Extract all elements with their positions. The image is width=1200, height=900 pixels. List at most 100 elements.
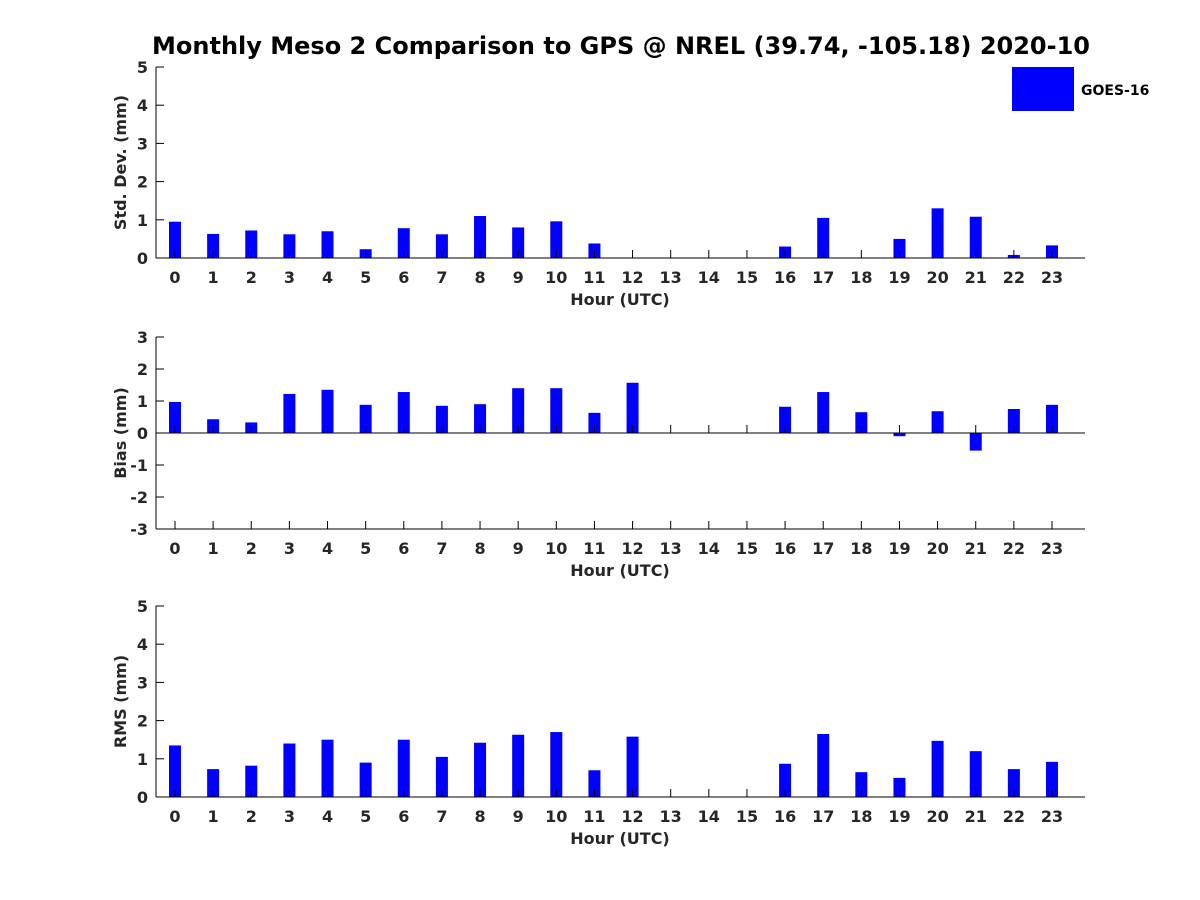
bar-hour-4 [321, 389, 334, 433]
x-tick-label: 13 [660, 539, 682, 558]
bar-hour-9 [512, 734, 525, 797]
x-tick-label: 23 [1041, 268, 1063, 287]
bar-hour-10 [550, 732, 563, 797]
x-tick-label: 23 [1041, 807, 1063, 826]
y-tick-label: 4 [137, 96, 148, 115]
x-tick-label: 7 [436, 268, 447, 287]
y-tick-label: 0 [137, 424, 148, 443]
bar-hour-21 [969, 751, 982, 797]
x-tick-label: 2 [246, 539, 257, 558]
x-tick-label: 16 [774, 268, 796, 287]
bar-hour-17 [817, 217, 830, 258]
bar-hour-16 [779, 406, 792, 433]
bar-hour-8 [474, 742, 487, 797]
x-tick-label: 5 [360, 268, 371, 287]
x-tick-label: 10 [545, 268, 567, 287]
bar-hour-2 [245, 765, 258, 797]
bar-hour-7 [435, 234, 448, 258]
y-tick-label: -3 [130, 520, 148, 539]
legend: GOES-16 [1012, 67, 1149, 111]
y-tick-label: 2 [137, 360, 148, 379]
x-tick-label: 16 [774, 807, 796, 826]
x-tick-label: 11 [583, 539, 605, 558]
x-tick-label: 21 [965, 539, 987, 558]
bar-hour-5 [359, 762, 372, 797]
bar-hour-11 [588, 770, 601, 797]
bar-hour-8 [474, 215, 487, 258]
x-axis-label: Hour (UTC) [570, 561, 670, 580]
bar-hour-0 [169, 745, 181, 797]
x-tick-label: 22 [1003, 539, 1025, 558]
bar-hour-9 [512, 388, 525, 433]
bar-hour-0 [169, 401, 181, 433]
bar-hour-20 [931, 740, 944, 797]
x-tick-label: 17 [812, 539, 834, 558]
x-tick-label: 18 [850, 807, 872, 826]
x-tick-label: 3 [284, 539, 295, 558]
y-tick-label: 0 [137, 788, 148, 807]
x-tick-label: 20 [926, 807, 948, 826]
x-tick-label: 22 [1003, 268, 1025, 287]
x-tick-label: 9 [513, 807, 524, 826]
x-tick-label: 6 [398, 539, 409, 558]
y-tick-label: 3 [137, 134, 148, 153]
bar-hour-10 [550, 221, 563, 258]
y-tick-label: 1 [137, 750, 148, 769]
x-tick-label: 12 [621, 268, 643, 287]
bar-hour-20 [931, 208, 944, 258]
bar-hour-18 [855, 772, 868, 797]
bar-hour-12 [626, 736, 639, 797]
bar-hour-4 [321, 739, 334, 797]
x-tick-label: 1 [208, 807, 219, 826]
y-tick-label: 1 [137, 211, 148, 230]
bar-hour-1 [207, 769, 220, 797]
bar-hour-1 [207, 233, 220, 258]
x-tick-label: 0 [169, 539, 180, 558]
x-tick-label: 13 [660, 807, 682, 826]
bar-hour-23 [1045, 761, 1058, 797]
x-tick-label: 23 [1041, 539, 1063, 558]
x-tick-label: 10 [545, 539, 567, 558]
x-tick-label: 3 [284, 268, 295, 287]
y-axis-label: Std. Dev. (mm) [111, 95, 130, 230]
y-tick-label: -1 [130, 456, 148, 475]
x-axis-label: Hour (UTC) [570, 829, 670, 848]
x-tick-label: 17 [812, 807, 834, 826]
x-tick-label: 7 [436, 539, 447, 558]
legend-label: GOES-16 [1081, 83, 1149, 99]
x-tick-label: 13 [660, 268, 682, 287]
x-tick-label: 20 [926, 268, 948, 287]
x-tick-label: 4 [322, 268, 333, 287]
x-tick-label: 15 [736, 268, 758, 287]
bar-hour-3 [283, 234, 296, 258]
y-tick-label: 1 [137, 392, 148, 411]
bar-hour-10 [550, 388, 563, 433]
y-tick-label: 2 [137, 712, 148, 731]
x-tick-label: 21 [965, 268, 987, 287]
x-tick-label: 8 [474, 807, 485, 826]
bar-hour-17 [817, 733, 830, 797]
x-tick-label: 19 [888, 539, 910, 558]
x-tick-label: 16 [774, 539, 796, 558]
x-tick-label: 15 [736, 807, 758, 826]
bar-hour-4 [321, 231, 334, 258]
x-tick-label: 0 [169, 807, 180, 826]
y-tick-label: 3 [137, 673, 148, 692]
y-tick-label: 2 [137, 173, 148, 192]
x-tick-label: 4 [322, 539, 333, 558]
bar-hour-6 [397, 228, 410, 258]
bar-hour-7 [435, 756, 448, 797]
x-tick-label: 6 [398, 268, 409, 287]
y-tick-label: -2 [130, 488, 148, 507]
x-tick-label: 12 [621, 807, 643, 826]
x-tick-label: 11 [583, 807, 605, 826]
y-tick-label: 0 [137, 249, 148, 268]
bar-hour-22 [1007, 409, 1020, 433]
y-tick-label: 5 [137, 58, 148, 77]
x-tick-label: 2 [246, 807, 257, 826]
